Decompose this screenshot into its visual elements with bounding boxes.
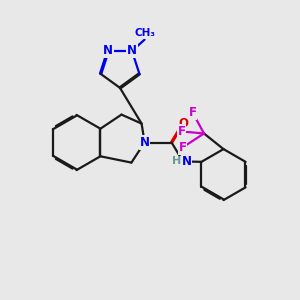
Text: CH₃: CH₃ xyxy=(135,28,156,38)
Text: F: F xyxy=(178,141,186,154)
Text: N: N xyxy=(103,44,113,58)
Text: F: F xyxy=(189,106,196,119)
Text: O: O xyxy=(178,117,188,130)
Text: N: N xyxy=(127,44,137,58)
Text: N: N xyxy=(182,155,192,168)
Text: N: N xyxy=(140,136,150,149)
Text: H: H xyxy=(172,156,181,167)
Text: F: F xyxy=(178,125,185,138)
